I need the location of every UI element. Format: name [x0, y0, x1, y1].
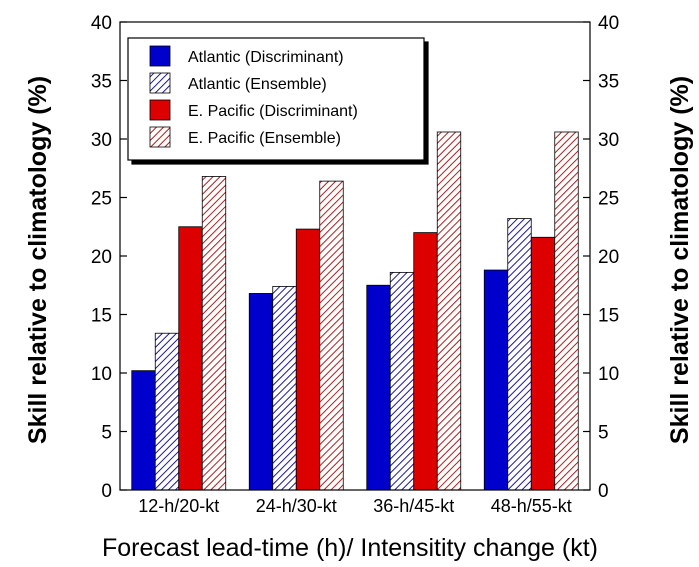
- bar: [530, 236, 556, 491]
- bar: [319, 180, 344, 491]
- bar: [248, 293, 274, 491]
- bars-group: [131, 131, 579, 491]
- y-ticks-group: 0 0 5 5 10 10 15 15 20 20 25 25 30 30 35 35 40 40: [91, 13, 619, 502]
- y-tick-label-right: 0: [598, 481, 609, 502]
- bar: [131, 370, 156, 491]
- y-tick-label-left: 10: [91, 364, 112, 385]
- bar: [413, 232, 438, 491]
- x-axis-label: Forecast lead-time (h)/ Intensitity chan…: [102, 534, 598, 562]
- bar: [436, 131, 462, 491]
- y-tick-label-left: 30: [91, 130, 112, 151]
- bar: [154, 332, 180, 491]
- legend-label: E. Pacific (Ensemble): [188, 130, 341, 147]
- legend-items-group: Atlantic (Discriminant) Atlantic (Ensembl…: [149, 45, 358, 148]
- legend-box: [127, 37, 425, 161]
- y-axis-label-right: Skill relative to climatology (%): [666, 76, 694, 444]
- y-tick-label-left: 25: [91, 189, 112, 210]
- bar: [272, 286, 297, 491]
- y-tick-label-right: 10: [598, 364, 619, 385]
- y-tick-label-left: 15: [91, 306, 112, 327]
- bar: [295, 228, 321, 491]
- bar: [201, 176, 227, 491]
- x-category-label: 36-h/45-kt: [373, 496, 454, 516]
- y-tick-label-left: 20: [91, 247, 112, 268]
- y-tick-label-right: 20: [598, 247, 619, 268]
- y-tick-label-right: 15: [598, 306, 619, 327]
- legend: Atlantic (Discriminant) Atlantic (Ensembl…: [127, 37, 425, 161]
- y-tick-label-right: 40: [598, 13, 619, 34]
- y-tick-label-left: 35: [91, 72, 112, 93]
- x-category-label: 48-h/55-kt: [491, 496, 572, 516]
- y-tick-label-left: 0: [101, 481, 112, 502]
- y-tick-label-right: 35: [598, 72, 619, 93]
- legend-swatch: [149, 126, 171, 148]
- y-tick-label-right: 30: [598, 130, 619, 151]
- legend-label: Atlantic (Ensemble): [188, 76, 327, 93]
- y-tick-label-right: 25: [598, 189, 619, 210]
- bar: [389, 271, 415, 491]
- y-tick-label-right: 5: [598, 423, 609, 444]
- legend-swatch: [149, 72, 171, 94]
- x-category-label: 12-h/20-kt: [138, 496, 219, 516]
- legend-label: Atlantic (Discriminant): [188, 49, 344, 66]
- bar: [507, 218, 532, 491]
- x-categories-group: 12-h/20-kt 24-h/30-kt 36-h/45-kt 48-h/55-kt: [138, 496, 572, 516]
- bar: [554, 131, 579, 491]
- y-tick-label-left: 5: [101, 423, 112, 444]
- bar: [178, 226, 203, 491]
- bar: [483, 269, 509, 491]
- legend-label: E. Pacific (Discriminant): [188, 103, 358, 120]
- x-category-label: 24-h/30-kt: [256, 496, 337, 516]
- y-tick-label-left: 40: [91, 13, 112, 34]
- bar: [366, 284, 391, 491]
- legend-swatch: [149, 45, 171, 67]
- y-axis-label-left: Skill relative to climatology (%): [24, 76, 52, 444]
- legend-swatch: [149, 99, 171, 121]
